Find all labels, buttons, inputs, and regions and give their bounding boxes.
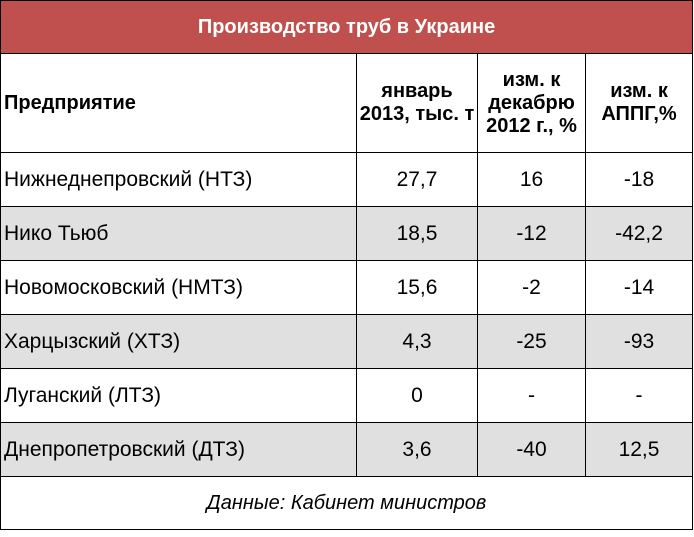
- column-header-change-yoy: изм. к АППГ,%: [584, 53, 694, 153]
- mom-change-cell: -: [477, 368, 586, 423]
- table-row: Луганский (ЛТЗ) 0 - -: [0, 368, 694, 423]
- volume-cell: 3,6: [356, 422, 478, 477]
- yoy-change-cell: 12,5: [584, 422, 694, 477]
- yoy-change-cell: -18: [584, 152, 694, 207]
- table-title: Производство труб в Украине: [0, 0, 694, 54]
- table-row: Новомосковский (НМТЗ) 15,6 -2 -14: [0, 260, 694, 315]
- yoy-change-cell: -93: [584, 314, 694, 369]
- column-header-change-december: изм. к декабрю 2012 г., %: [477, 53, 586, 153]
- company-name-cell: Нижнеднепровский (НТЗ): [0, 152, 357, 207]
- company-name-cell: Днепропетровский (ДТЗ): [0, 422, 357, 477]
- volume-cell: 18,5: [356, 206, 478, 261]
- yoy-change-cell: -42,2: [584, 206, 694, 261]
- source-note: Данные: Кабинет министров: [0, 476, 694, 530]
- company-name-cell: Харцызский (ХТЗ): [0, 314, 357, 369]
- column-header-january-2013: январь 2013, тыс. т: [356, 53, 478, 153]
- company-name-cell: Луганский (ЛТЗ): [0, 368, 357, 423]
- volume-cell: 27,7: [356, 152, 478, 207]
- company-name-cell: Новомосковский (НМТЗ): [0, 260, 357, 315]
- mom-change-cell: -2: [477, 260, 586, 315]
- table-row: Харцызский (ХТЗ) 4,3 -25 -93: [0, 314, 694, 369]
- volume-cell: 0: [356, 368, 478, 423]
- table-row: Днепропетровский (ДТЗ) 3,6 -40 12,5: [0, 422, 694, 477]
- yoy-change-cell: -14: [584, 260, 694, 315]
- table-row: Нико Тьюб 18,5 -12 -42,2: [0, 206, 694, 261]
- table-row: Нижнеднепровский (НТЗ) 27,7 16 -18: [0, 152, 694, 207]
- mom-change-cell: -12: [477, 206, 586, 261]
- mom-change-cell: -40: [477, 422, 586, 477]
- yoy-change-cell: -: [584, 368, 694, 423]
- mom-change-cell: -25: [477, 314, 586, 369]
- volume-cell: 4,3: [356, 314, 478, 369]
- mom-change-cell: 16: [477, 152, 586, 207]
- volume-cell: 15,6: [356, 260, 478, 315]
- column-header-company: Предприятие: [0, 53, 357, 153]
- company-name-cell: Нико Тьюб: [0, 206, 357, 261]
